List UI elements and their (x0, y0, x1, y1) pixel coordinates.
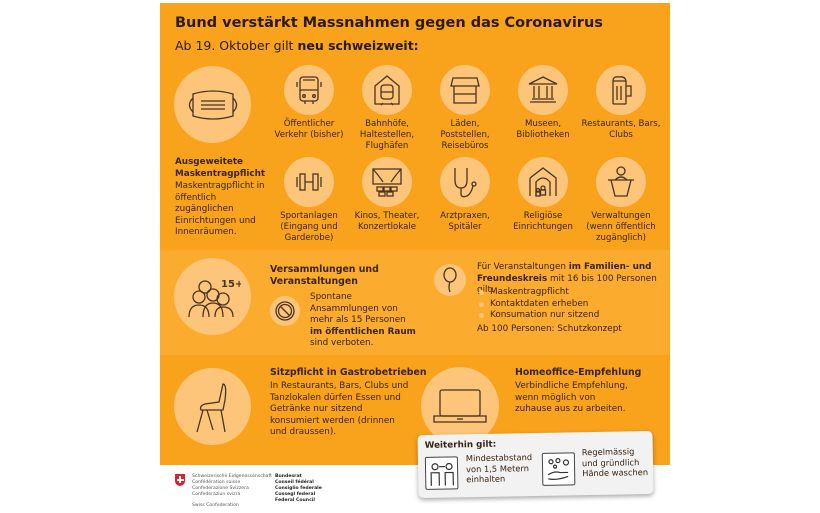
homeoffice-text: Verbindliche Empfehlung, wenn möglich vo… (515, 381, 628, 414)
private-intro: Für Veranstaltungen im Familien- und Fre… (477, 262, 657, 297)
private-rule: Konsumation nur sitzend (478, 310, 599, 322)
council-de: Bundesrat (275, 474, 302, 479)
place-label: Bahnhöfe, Haltestellen, Flughäfen (359, 119, 415, 151)
private-rule: Kontaktdaten erheben (478, 299, 599, 311)
place-label: Museen, Bibliotheken (516, 119, 570, 140)
train-station-icon (362, 65, 412, 115)
council-it: Consiglio federale (275, 486, 322, 491)
subtitle: Ab 19. Oktober gilt neu schweizweit: (175, 38, 419, 53)
confed-it: Confederazione Svizzera (192, 486, 249, 491)
chair-icon (174, 368, 251, 445)
gatherings-text-1: Spontane Ansammlungen von mehr als 15 Pe… (310, 292, 406, 325)
laptop-icon (421, 367, 499, 445)
private-intro-bold: im Familien- und Freundeskreis (477, 262, 652, 284)
private-rule: Maskentragpflicht (478, 287, 599, 299)
place-label: Arztpraxen, Spitäler (440, 211, 490, 232)
private-intro-1: Für Veranstaltungen (477, 262, 569, 272)
crowd-badge: 15+ (221, 279, 241, 290)
gatherings-text-2: sind verboten. (310, 338, 374, 348)
place-label: Kinos, Theater, Konzertlokale (354, 211, 420, 232)
theater-icon (362, 157, 412, 207)
gatherings-title: Versammlungen und Veranstaltungen (270, 264, 379, 287)
subtitle-bold: neu schweizweit: (297, 38, 419, 53)
private-intro-2: mit 16 bis 100 Personen gilt: (477, 273, 657, 296)
hands-text: Regelmässig und gründlich Hände waschen (581, 446, 649, 479)
seating-title: Sitzpflicht in Gastrobetrieben (270, 367, 427, 378)
confed-fr: Confédération suisse (192, 480, 241, 485)
hand-washing-icon (541, 452, 576, 486)
gatherings-text: Spontane Ansammlungen von mehr als 15 Pe… (310, 292, 420, 350)
private-rules-list: Maskentragpflicht Kontaktdaten erheben K… (478, 287, 599, 322)
council-rm: Cussegl federal (275, 492, 316, 497)
counter-desk-icon (596, 157, 646, 207)
large-events-text: Ab 100 Personen: Schutzkonzept (477, 324, 622, 334)
distance-icon (424, 456, 459, 490)
place-label: Sportanlagen (Eingang und Garderobe) (280, 211, 338, 243)
card-title: Weiterhin gilt: (424, 439, 497, 451)
balloon-icon (434, 264, 466, 296)
council-fr: Conseil fédéral (275, 480, 314, 485)
religious-building-icon (518, 157, 568, 207)
place-label: Läden, Poststellen, Reisebüros (440, 119, 490, 151)
confed-en: Swiss Confederation (192, 503, 239, 508)
still-valid-card: Weiterhin gilt: Mindestabstand von 1,5 M… (417, 430, 654, 499)
place-label: Verwaltungen (wenn öffentlich zugänglich… (586, 211, 656, 243)
seating-text: In Restaurants, Bars, Clubs und Tanzloka… (270, 381, 409, 437)
gatherings-text-bold: im öffentlichen Raum (310, 326, 416, 337)
confederation-names: Schweizerische Eidgenossenschaft Confédér… (192, 474, 272, 509)
dumbbell-icon (284, 157, 334, 207)
confed-de: Schweizerische Eidgenossenschaft (192, 474, 272, 479)
council-en: Federal Council (275, 498, 315, 503)
page-title: Bund verstärkt Massnahmen gegen das Coro… (175, 15, 603, 31)
place-label: Öffentlicher Verkehr (bisher) (274, 119, 344, 140)
shop-icon (440, 65, 490, 115)
homeoffice-title: Homeoffice-Empfehlung (515, 367, 642, 378)
museum-icon (518, 65, 568, 115)
distance-text: Mindestabstand von 1,5 Metern einhalten (465, 452, 533, 485)
federal-council-names: Bundesrat Conseil fédéral Consiglio federa… (275, 474, 322, 504)
place-label: Restaurants, Bars, Clubs (581, 119, 661, 140)
crowd-icon: 15+ (174, 258, 251, 335)
confed-rm: Confederaziun svizra (192, 492, 241, 497)
mask-icon (174, 66, 251, 143)
prohibited-icon (270, 296, 300, 326)
mask-title: Ausgeweitete Maskentragpflicht (175, 157, 266, 179)
bus-icon (284, 65, 334, 115)
place-label: Religiöse Einrichtungen (513, 211, 573, 232)
mask-text: Maskentragpflicht in öffentlich zugängli… (175, 181, 265, 237)
subtitle-prefix: Ab 19. Oktober gilt (175, 38, 298, 53)
stethoscope-icon (440, 157, 490, 207)
swiss-coat-of-arms-icon (175, 474, 185, 486)
beer-mug-icon (596, 65, 646, 115)
